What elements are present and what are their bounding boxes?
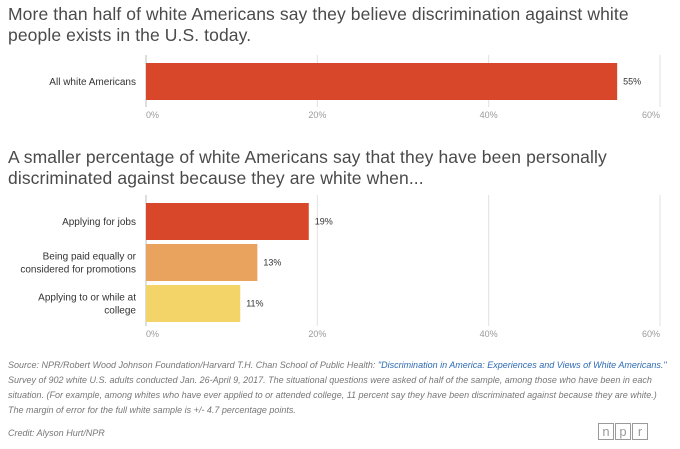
source-note: Source: NPR/Robert Wood Johnson Foundati…	[8, 358, 672, 418]
chart1-tick-label: 40%	[480, 110, 498, 120]
chart2-category-label: Being paid equally or	[43, 252, 137, 263]
chart1-category-label: All white Americans	[49, 77, 136, 88]
chart2-value-label: 13%	[263, 258, 281, 268]
chart1-tick-label: 60%	[642, 110, 660, 120]
chart1-bar	[146, 63, 618, 100]
source-prefix: Source: NPR/Robert Wood Johnson Foundati…	[8, 360, 378, 370]
npr-logo-p: p	[615, 423, 631, 440]
npr-logo-r: r	[632, 423, 648, 440]
chart1-value-label: 55%	[623, 77, 641, 87]
chart2-category-label: Applying for jobs	[62, 217, 136, 228]
chart2-tick-label: 20%	[308, 329, 326, 339]
chart2-tick-label: 60%	[642, 329, 660, 339]
chart2-value-label: 19%	[315, 217, 333, 227]
chart1-title: More than half of white Americans say th…	[8, 4, 629, 45]
chart2-category-label: considered for promotions	[20, 265, 136, 276]
chart2-bar	[146, 285, 241, 322]
chart2-title: A smaller percentage of white Americans …	[8, 147, 607, 188]
chart2-category-label: Applying to or while at	[38, 293, 136, 304]
chart2-tick-label: 40%	[480, 329, 498, 339]
chart2-category-label: college	[104, 306, 136, 317]
npr-logo: n p r	[598, 423, 648, 440]
npr-logo-n: n	[598, 423, 614, 440]
chart1-tick-label: 20%	[308, 110, 326, 120]
chart2-svg: 0% 20% 40% 60% 19% Applying for jobs 13% Being …	[20, 195, 661, 339]
chart2-bar	[146, 203, 309, 240]
credit: Credit: Alyson Hurt/NPR	[8, 428, 105, 438]
chart1-tick-label: 0%	[146, 110, 159, 120]
chart2-bar	[146, 244, 258, 281]
chart2-tick-label: 0%	[146, 329, 159, 339]
chart1-svg: 0% 20% 40% 60% 55% All white Americans	[49, 55, 661, 120]
source-suffix: Survey of 902 white U.S. adults conducte…	[8, 375, 657, 415]
chart2-value-label: 11%	[246, 299, 263, 309]
source-link[interactable]: "Discrimination in America: Experiences …	[377, 360, 667, 370]
